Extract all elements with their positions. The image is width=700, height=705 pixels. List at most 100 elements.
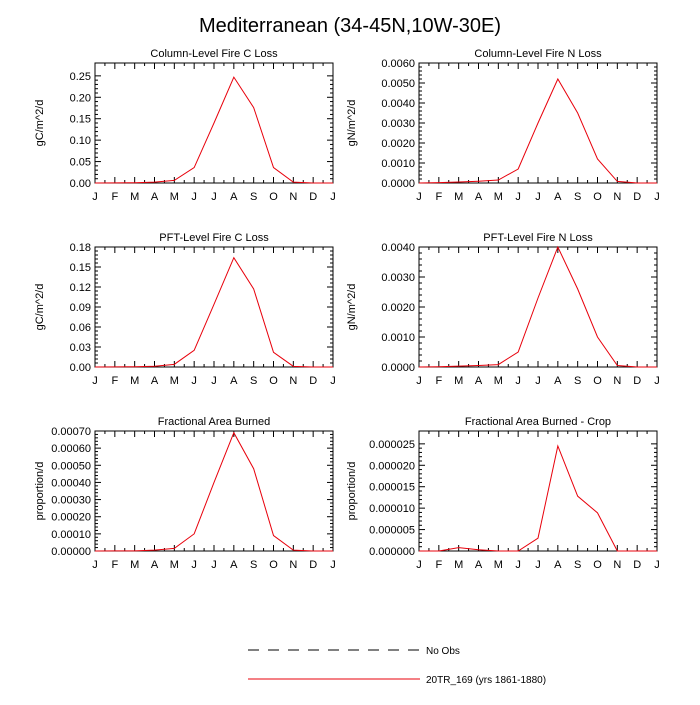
x-tick-label: F [111, 191, 118, 203]
x-tick-label: J [535, 191, 541, 203]
x-tick-label: J [92, 375, 98, 387]
x-tick-label: F [435, 559, 442, 571]
x-tick-label: J [211, 559, 217, 571]
x-tick-label: A [230, 191, 238, 203]
x-tick-label: O [593, 559, 602, 571]
x-tick-label: S [250, 559, 257, 571]
x-tick-label: D [309, 559, 317, 571]
y-tick-label: 0.00040 [51, 477, 91, 489]
x-tick-label: O [269, 191, 278, 203]
x-tick-label: J [330, 191, 336, 203]
x-tick-label: J [654, 559, 660, 571]
y-tick-label: 0.00020 [51, 512, 91, 524]
series-line [94, 256, 333, 368]
series-line [94, 431, 333, 552]
x-tick-label: A [151, 375, 159, 387]
x-tick-label: A [554, 375, 562, 387]
series-line [419, 444, 657, 552]
x-tick-label: M [454, 559, 463, 571]
x-tick-label: D [633, 191, 641, 203]
x-tick-label: J [92, 191, 98, 203]
x-tick-label: A [554, 191, 562, 203]
x-tick-label: A [230, 559, 238, 571]
x-tick-label: S [574, 191, 581, 203]
y-tick-label: 0.00070 [51, 426, 91, 438]
x-tick-label: N [613, 191, 621, 203]
y-tick-label: 0.0060 [381, 58, 415, 70]
y-tick-label: 0.15 [70, 114, 91, 126]
x-tick-label: M [170, 559, 179, 571]
y-tick-label: 0.00060 [51, 443, 91, 455]
y-tick-label: 0.09 [70, 302, 91, 314]
x-tick-label: D [633, 375, 641, 387]
x-tick-label: J [515, 559, 521, 571]
x-tick-label: A [151, 559, 159, 571]
legend-model-label: 20TR_169 (yrs 1861-1880) [426, 675, 546, 686]
x-tick-label: J [416, 191, 422, 203]
y-tick-label: 0.0040 [381, 98, 415, 110]
x-tick-label: D [633, 559, 641, 571]
y-tick-label: 0.25 [70, 71, 91, 83]
panel-title: Column-Level Fire C Loss [150, 48, 278, 60]
panel-title: PFT-Level Fire N Loss [483, 232, 593, 244]
y-tick-label: 0.03 [70, 342, 91, 354]
x-tick-label: O [593, 375, 602, 387]
x-tick-label: J [92, 559, 98, 571]
x-tick-label: J [211, 375, 217, 387]
y-axis-label: proportion/d [34, 462, 46, 521]
x-tick-label: J [191, 191, 197, 203]
x-tick-label: J [535, 375, 541, 387]
x-tick-label: N [289, 559, 297, 571]
x-tick-label: M [130, 191, 139, 203]
y-tick-label: 0.00050 [51, 460, 91, 472]
y-tick-label: 0.0000 [381, 178, 415, 190]
y-tick-label: 0.10 [70, 135, 91, 147]
x-tick-label: A [475, 375, 483, 387]
y-tick-label: 0.18 [70, 242, 91, 254]
x-tick-label: J [416, 559, 422, 571]
x-tick-label: A [230, 375, 238, 387]
x-tick-label: N [613, 559, 621, 571]
y-tick-label: 0.000010 [369, 503, 415, 515]
x-tick-label: N [289, 375, 297, 387]
y-axis-label: proportion/d [346, 462, 358, 521]
y-tick-label: 0.0030 [381, 118, 415, 130]
main-title: Mediterranean (34-45N,10W-30E) [199, 15, 501, 37]
y-tick-label: 0.0020 [381, 138, 415, 150]
legend: No Obs 20TR_169 (yrs 1861-1880) [248, 646, 546, 686]
x-tick-label: J [515, 375, 521, 387]
x-tick-label: J [330, 375, 336, 387]
x-tick-label: J [330, 559, 336, 571]
y-tick-label: 0.00010 [51, 529, 91, 541]
panel-title: Fractional Area Burned - Crop [465, 416, 611, 428]
y-tick-label: 0.000015 [369, 482, 415, 494]
y-tick-label: 0.000005 [369, 525, 415, 537]
y-tick-label: 0.0020 [381, 302, 415, 314]
x-tick-label: J [654, 375, 660, 387]
y-axis-label: gC/m^2/d [34, 284, 46, 331]
y-tick-label: 0.06 [70, 322, 91, 334]
y-tick-label: 0.00000 [51, 546, 91, 558]
x-tick-label: O [269, 375, 278, 387]
y-tick-label: 0.0000 [381, 362, 415, 374]
x-tick-label: J [535, 559, 541, 571]
y-tick-label: 0.00030 [51, 495, 91, 507]
y-axis-label: gC/m^2/d [34, 100, 46, 147]
plot-frame [418, 246, 658, 368]
plot-frame [94, 246, 334, 368]
x-tick-label: M [454, 191, 463, 203]
x-tick-label: F [111, 559, 118, 571]
legend-obs-label: No Obs [426, 646, 460, 657]
x-tick-label: M [130, 375, 139, 387]
x-tick-label: J [416, 375, 422, 387]
x-tick-label: M [170, 375, 179, 387]
x-tick-label: J [191, 559, 197, 571]
x-tick-label: N [289, 191, 297, 203]
x-tick-label: A [475, 191, 483, 203]
y-tick-label: 0.000000 [369, 546, 415, 558]
